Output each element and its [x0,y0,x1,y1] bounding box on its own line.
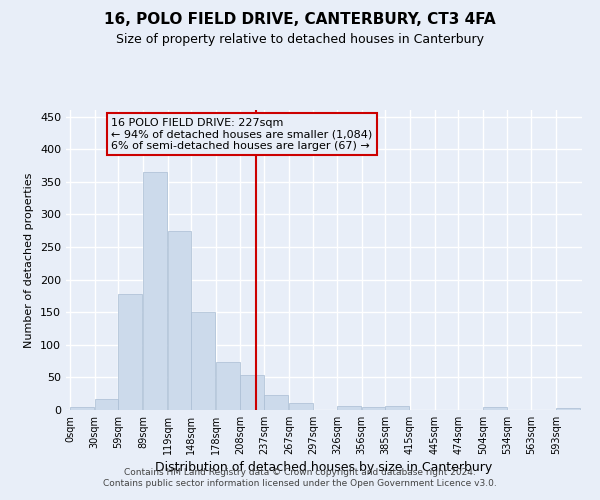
Bar [167,230,191,410]
Bar [337,406,361,410]
Text: Size of property relative to detached houses in Canterbury: Size of property relative to detached ho… [116,32,484,46]
Bar [70,408,94,410]
Bar [483,408,506,410]
Bar [241,375,264,410]
Bar [362,406,385,410]
X-axis label: Distribution of detached houses by size in Canterbury: Distribution of detached houses by size … [155,461,493,474]
Bar [216,362,239,410]
Y-axis label: Number of detached properties: Number of detached properties [25,172,34,348]
Bar [143,172,167,410]
Bar [118,294,142,410]
Bar [95,399,118,410]
Bar [556,408,580,410]
Bar [289,404,313,410]
Text: Contains HM Land Registry data © Crown copyright and database right 2024.
Contai: Contains HM Land Registry data © Crown c… [103,468,497,487]
Bar [191,312,215,410]
Text: 16 POLO FIELD DRIVE: 227sqm
← 94% of detached houses are smaller (1,084)
6% of s: 16 POLO FIELD DRIVE: 227sqm ← 94% of det… [111,118,372,151]
Text: 16, POLO FIELD DRIVE, CANTERBURY, CT3 4FA: 16, POLO FIELD DRIVE, CANTERBURY, CT3 4F… [104,12,496,28]
Bar [264,395,288,410]
Bar [385,406,409,410]
